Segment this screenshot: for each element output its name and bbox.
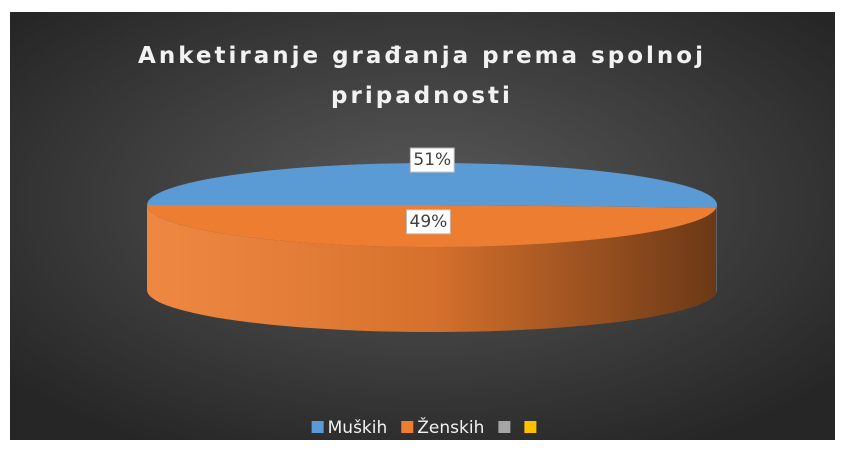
legend-swatch [401, 421, 414, 433]
legend-swatch [498, 421, 511, 433]
slice [147, 163, 717, 208]
data-label-box [409, 147, 455, 173]
legend-swatch [311, 421, 324, 433]
slice-side-shade [716, 205, 717, 293]
legend-item [498, 421, 511, 433]
legend-item: Ženskih [401, 416, 484, 438]
legend-label: Ženskih [417, 416, 484, 438]
legend-label: Muških [328, 418, 388, 438]
legend-item: Muških [311, 418, 388, 438]
legend-swatch [524, 421, 537, 433]
data-label: 49% [410, 212, 448, 232]
legend-item [524, 421, 537, 433]
chart-title: Anketiranje građanja prema spolnoj pripa… [138, 43, 706, 109]
data-label: 51% [413, 150, 451, 170]
slice-side-shade [147, 205, 717, 333]
data-label-box [406, 209, 451, 235]
